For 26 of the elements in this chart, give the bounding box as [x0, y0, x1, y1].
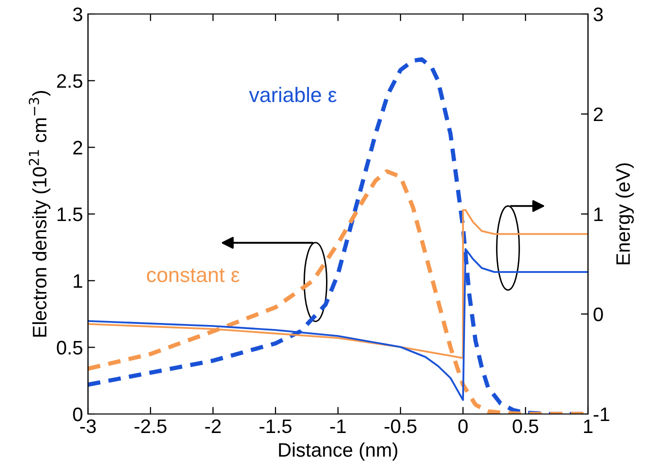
x-tick-label: -1 [330, 420, 346, 433]
y-tick-label: 3 [73, 7, 82, 22]
x-tick-label: 0 [458, 419, 468, 434]
x-tick-label: 0.5 [512, 419, 538, 434]
y-tick-label: 1.5 [58, 208, 82, 222]
x-tick-label: -1.5 [260, 420, 292, 434]
y-tick-label: 0.5 [56, 340, 82, 355]
y-tick-label: 2 [73, 140, 82, 154]
x-axis-title: Distance (nm) [279, 442, 398, 461]
y-tick-label: 1 [74, 274, 82, 288]
y-axis-title: Electron density (10$^{21}$ cm$^{−3}$) [28, 90, 50, 337]
x-tick-label: -3 [80, 419, 96, 434]
y2-tick-label: 0 [594, 307, 603, 322]
y2-axis-title: Energy (eV) [616, 163, 634, 264]
y2-tick-label: 2 [594, 107, 603, 122]
text: variable ε [249, 86, 337, 102]
x-tick-label: -2.5 [134, 419, 166, 434]
x-tick-label: 1 [584, 420, 592, 433]
y2-tick-label: -1 [594, 408, 610, 422]
y-tick-label: 0 [73, 407, 82, 422]
y2-tick-label: 3 [594, 7, 603, 22]
series-label: constant ε [146, 268, 240, 282]
x-tick-label: -0.5 [384, 419, 416, 434]
y2-tick-label: 1 [594, 208, 603, 222]
x-tick-label: -2 [205, 419, 221, 433]
y-tick-label: 2.5 [57, 74, 82, 88]
